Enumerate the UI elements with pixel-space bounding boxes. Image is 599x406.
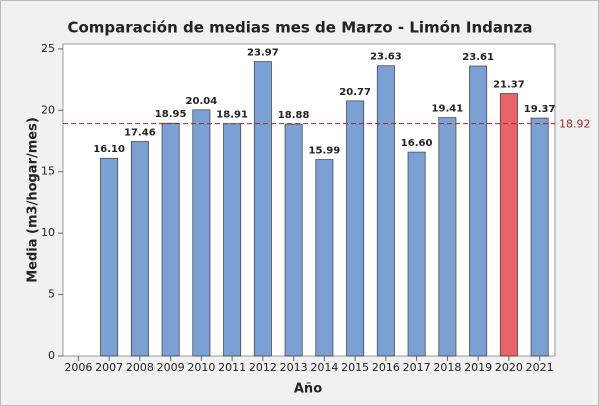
value-label: 17.46 — [124, 128, 156, 139]
value-label: 16.10 — [93, 144, 125, 155]
y-tick-label: 25 — [41, 42, 55, 55]
value-label: 23.61 — [462, 52, 494, 63]
y-tick-label: 10 — [41, 226, 55, 239]
bar — [161, 122, 180, 357]
y-tick-label: 20 — [41, 103, 55, 116]
x-tick-label: 2010 — [187, 361, 215, 374]
y-tick-label: 15 — [41, 165, 55, 178]
x-tick-label: 2012 — [249, 361, 277, 374]
x-tick-label: 2013 — [280, 361, 308, 374]
x-tick-label: 2006 — [64, 361, 92, 374]
chart-title: Comparación de medias mes de Marzo - Lim… — [67, 19, 532, 37]
value-label: 18.95 — [155, 109, 187, 120]
y-tick-label: 0 — [48, 349, 55, 362]
x-tick-label: 2011 — [218, 361, 246, 374]
x-axis-title: Año — [294, 382, 322, 397]
x-tick-label: 2020 — [495, 361, 523, 374]
bar — [499, 93, 518, 357]
value-label: 20.77 — [339, 87, 371, 98]
value-label: 20.04 — [186, 96, 218, 107]
x-tick-label: 2019 — [464, 361, 492, 374]
bar — [407, 151, 426, 357]
value-label: 19.41 — [432, 104, 464, 115]
bar — [130, 141, 149, 357]
value-label: 15.99 — [309, 146, 341, 157]
value-label: 21.37 — [493, 80, 525, 91]
x-tick-label: 2007 — [95, 361, 123, 374]
bar — [346, 100, 365, 357]
bar — [100, 157, 119, 357]
value-label: 18.91 — [216, 110, 248, 121]
x-tick-label: 2018 — [433, 361, 461, 374]
x-tick-label: 2009 — [157, 361, 185, 374]
bar — [438, 117, 457, 357]
bar — [192, 109, 211, 357]
x-tick-label: 2021 — [526, 361, 554, 374]
bar — [223, 123, 242, 357]
x-tick-label: 2017 — [403, 361, 431, 374]
bar — [530, 117, 549, 357]
x-tick-label: 2008 — [126, 361, 154, 374]
reference-label: 18.92 — [559, 118, 591, 131]
x-tick-label: 2016 — [372, 361, 400, 374]
value-label: 16.60 — [401, 138, 433, 149]
y-tick-label: 5 — [48, 288, 55, 301]
value-label: 23.63 — [370, 52, 402, 63]
y-axis-title: Media (m3/hogar/mes) — [26, 117, 41, 283]
bar — [253, 61, 272, 357]
bar — [315, 159, 334, 357]
bar — [284, 123, 303, 357]
x-tick-label: 2014 — [310, 361, 338, 374]
bar — [469, 65, 488, 357]
value-label: 23.97 — [247, 48, 279, 59]
value-label: 18.88 — [278, 110, 310, 121]
bar — [376, 65, 395, 357]
value-label: 19.37 — [524, 104, 556, 115]
x-tick-label: 2015 — [341, 361, 369, 374]
